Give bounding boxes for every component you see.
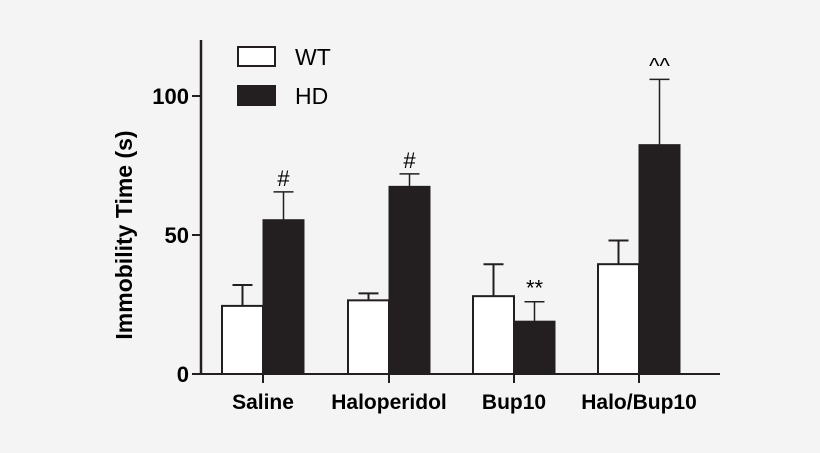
bar-wt [347, 299, 390, 375]
significance-marker: ** [526, 276, 544, 301]
y-tick-label: 100 [152, 84, 189, 109]
bar-hd [638, 144, 681, 375]
bar-wt [221, 304, 264, 376]
bar-wt [472, 295, 515, 375]
legend-label-hd: HD [295, 83, 328, 109]
y-tick-label: 0 [177, 362, 189, 387]
x-tick-label: Halo/Bup10 [581, 391, 697, 414]
bar-hd [388, 185, 431, 375]
significance-marker: # [403, 148, 416, 173]
x-tick-label: Saline [232, 391, 294, 414]
y-tick-label: 50 [165, 223, 189, 248]
x-tick-label: Haloperidol [331, 391, 447, 414]
x-tick-label: Bup10 [482, 391, 546, 414]
significance-marker: # [277, 166, 290, 191]
bar-wt [597, 263, 640, 375]
legend-swatch-hd [237, 85, 276, 106]
bar-hd [513, 320, 556, 375]
y-axis-label: Immobility Time (s) [111, 130, 137, 339]
legend-swatch-wt [237, 46, 276, 67]
bar-hd [262, 219, 305, 375]
legend-label-wt: WT [295, 44, 331, 70]
significance-marker: ^^ [649, 53, 670, 78]
